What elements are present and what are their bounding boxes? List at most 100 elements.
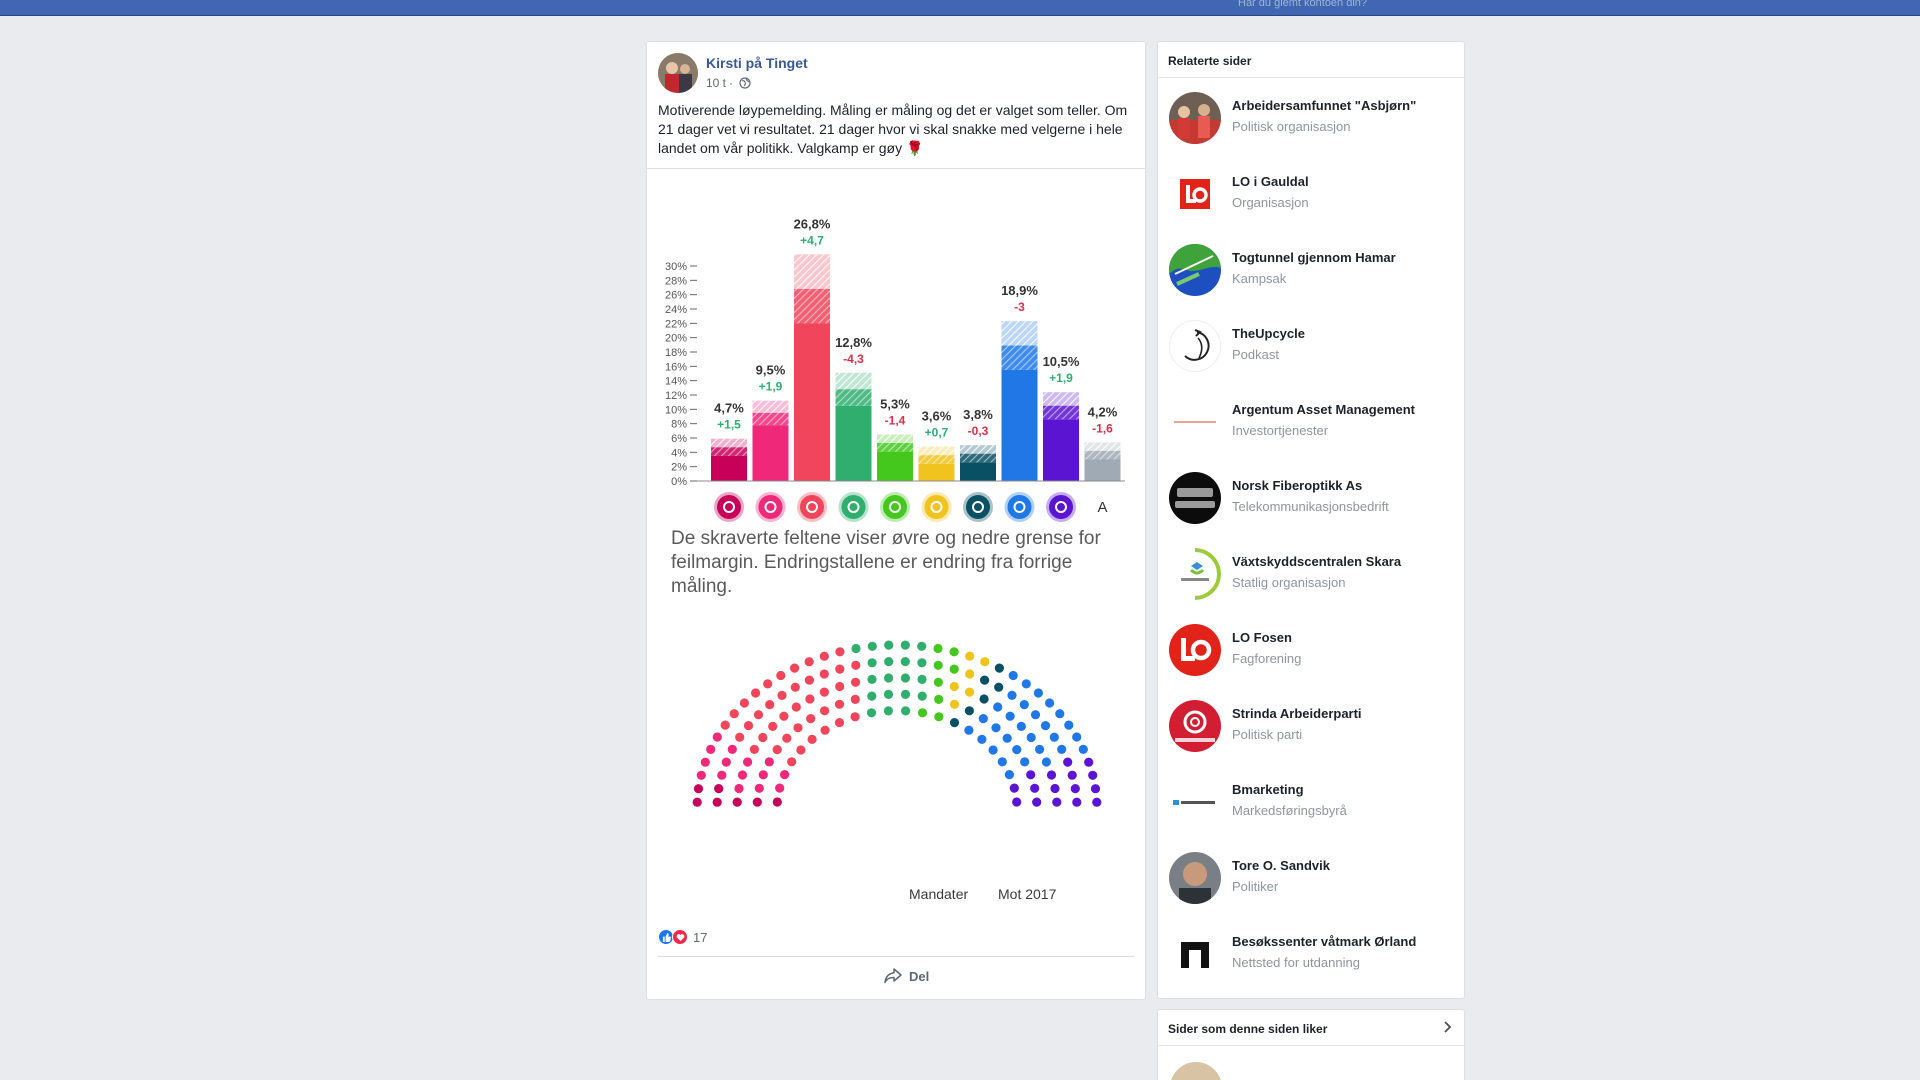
seat-dot bbox=[866, 708, 877, 718]
page-name[interactable]: Strinda Arbeiderparti bbox=[1232, 706, 1362, 721]
post-author-link[interactable]: Kirsti på Tinget bbox=[706, 55, 808, 71]
seat-dot bbox=[964, 725, 974, 735]
post-image[interactable]: 0% 2% 4% 6% 8% 10% 12% 14% 16% 18% 20% 22% 24% 26% 28%… bbox=[647, 168, 1145, 918]
seat-dot bbox=[765, 700, 775, 710]
related-page-item[interactable]: LO i Gauldal Organisasjon bbox=[1169, 168, 1459, 224]
page-category: Politisk parti bbox=[1232, 727, 1303, 742]
forgot-account-link[interactable]: Har du glemt kontoen din? bbox=[1238, 0, 1368, 9]
related-page-item[interactable]: Växtskyddscentralen Skara Statlig organi… bbox=[1169, 548, 1459, 604]
bar-value-label: 3,8% bbox=[963, 407, 993, 422]
seat-dot bbox=[1009, 783, 1019, 793]
page-category: Telekommunikasjonsbedrift bbox=[1232, 499, 1389, 514]
reaction-summary[interactable]: 17 bbox=[658, 926, 707, 948]
related-page-item[interactable]: Togtunnel gjennom Hamar Kampsak bbox=[1169, 244, 1459, 300]
y-tick-label: 30% bbox=[665, 261, 687, 273]
bar-solid bbox=[711, 455, 747, 481]
seat-dot bbox=[820, 725, 830, 735]
seat-dot bbox=[700, 757, 710, 767]
y-tick-label: 6% bbox=[671, 433, 687, 445]
seat-dot bbox=[964, 706, 974, 716]
seat-dot bbox=[791, 702, 801, 712]
party-logo-mark bbox=[723, 501, 735, 513]
page-name[interactable]: LO i Gauldal bbox=[1232, 174, 1309, 189]
bar-solid bbox=[1084, 459, 1121, 481]
seat-dot bbox=[900, 640, 910, 650]
seat-dot bbox=[884, 657, 894, 667]
lo-fosen-logo-icon bbox=[1169, 624, 1221, 676]
related-page-item[interactable]: Bmarketing Markedsføringsbyrå bbox=[1169, 776, 1459, 832]
bar-margin-upper-hatch bbox=[960, 445, 996, 454]
y-tick-label: 28% bbox=[665, 275, 687, 287]
seat-dot bbox=[734, 783, 744, 794]
seat-dot bbox=[1052, 797, 1062, 807]
seat-dot bbox=[933, 643, 943, 654]
page-name[interactable]: TheUpcycle bbox=[1232, 326, 1305, 341]
bar-solid bbox=[794, 323, 830, 481]
bar-margin-hatch bbox=[1084, 450, 1121, 460]
seat-dot bbox=[777, 690, 787, 701]
poll-chart: 0% 2% 4% 6% 8% 10% 12% 14% 16% 18% 20% 22% 24% 26% 28%… bbox=[665, 216, 1125, 902]
author-avatar[interactable] bbox=[658, 53, 698, 93]
bar-MDG: 5,3% -1,4 bbox=[877, 396, 913, 481]
seat-dot bbox=[758, 770, 768, 780]
seat-dot bbox=[867, 641, 877, 651]
seat-dot bbox=[780, 770, 790, 780]
seat-dot bbox=[1030, 710, 1041, 720]
liked-pages-card: Sider som denne siden liker bbox=[1157, 1009, 1465, 1080]
seat-dot bbox=[807, 734, 817, 745]
bar-A: 4,2% -1,6 bbox=[1084, 404, 1121, 481]
party-logo-disc bbox=[758, 495, 783, 519]
y-tick-label: 24% bbox=[665, 304, 687, 316]
related-page-item[interactable]: Tore O. Sandvik Politiker bbox=[1169, 852, 1459, 908]
seat-dot bbox=[1072, 732, 1082, 742]
vatmark-logo-icon bbox=[1169, 928, 1221, 980]
seat-dot bbox=[917, 691, 927, 701]
y-tick-label: 4% bbox=[671, 447, 687, 459]
y-tick-label: 12% bbox=[665, 390, 687, 402]
page-name[interactable]: LO Fosen bbox=[1232, 630, 1292, 645]
party-logo-disc bbox=[1007, 495, 1032, 519]
seat-dot bbox=[763, 679, 773, 689]
liked-page-avatar[interactable] bbox=[1170, 1062, 1222, 1080]
related-pages-card: Relaterte sider Arbeidersamfunnet "Asbjø… bbox=[1157, 41, 1465, 999]
seat-dot bbox=[819, 651, 829, 661]
post-timestamp[interactable]: 10 t bbox=[706, 76, 727, 90]
seat-dot bbox=[1067, 770, 1077, 780]
page-category: Kampsak bbox=[1232, 271, 1287, 286]
seat-dot bbox=[1049, 732, 1059, 742]
page-name[interactable]: Tore O. Sandvik bbox=[1232, 858, 1331, 873]
seat-dot bbox=[867, 674, 877, 684]
related-page-item[interactable]: LO Fosen Fagforening bbox=[1169, 624, 1459, 680]
page-name[interactable]: Norsk Fiberoptikk As bbox=[1232, 478, 1363, 493]
y-tick-label: 2% bbox=[671, 462, 687, 474]
page-name[interactable]: Arbeidersamfunnet "Asbjørn" bbox=[1232, 98, 1417, 113]
bar-value-label: 18,9% bbox=[1001, 283, 1038, 298]
party-logo-mark bbox=[972, 501, 984, 513]
related-page-item[interactable]: Strinda Arbeiderparti Politisk parti bbox=[1169, 700, 1459, 756]
bar-value-label: 4,2% bbox=[1088, 404, 1118, 419]
related-page-item[interactable]: Besøkssenter våtmark Ørland Nettsted for… bbox=[1169, 928, 1459, 984]
related-page-item[interactable]: Argentum Asset Management Investortjenes… bbox=[1169, 396, 1459, 452]
bar-value-label: 12,8% bbox=[835, 335, 872, 350]
seat-dot bbox=[1088, 770, 1098, 780]
bar-value-label: 26,8% bbox=[794, 216, 831, 231]
page-name[interactable]: Växtskyddscentralen Skara bbox=[1232, 554, 1402, 569]
seat-dot bbox=[988, 745, 998, 755]
seat-dot bbox=[819, 687, 829, 697]
chevron-right-icon[interactable] bbox=[1442, 1021, 1452, 1033]
share-button[interactable]: Del bbox=[884, 968, 929, 984]
bar-solid bbox=[835, 405, 872, 481]
related-page-item[interactable]: TheUpcycle Podkast bbox=[1169, 320, 1459, 376]
page-name[interactable]: Argentum Asset Management bbox=[1232, 402, 1415, 417]
page-name[interactable]: Besøkssenter våtmark Ørland bbox=[1232, 934, 1417, 949]
related-page-item[interactable]: Arbeidersamfunnet "Asbjørn" Politisk org… bbox=[1169, 92, 1459, 148]
party-logo-icon bbox=[838, 492, 869, 522]
page-name[interactable]: Togtunnel gjennom Hamar bbox=[1232, 250, 1396, 265]
seat-dot bbox=[772, 745, 782, 755]
bar-KrF: 3,6% +0,7 bbox=[918, 409, 955, 481]
page-name[interactable]: Bmarketing bbox=[1232, 782, 1304, 797]
bar-H: 18,9% -3 bbox=[1001, 283, 1038, 481]
related-page-item[interactable]: Norsk Fiberoptikk As Telekommunikasjonsb… bbox=[1169, 472, 1459, 528]
party-logo-disc bbox=[966, 495, 990, 519]
liked-pages-header[interactable]: Sider som denne siden liker bbox=[1158, 1010, 1464, 1046]
